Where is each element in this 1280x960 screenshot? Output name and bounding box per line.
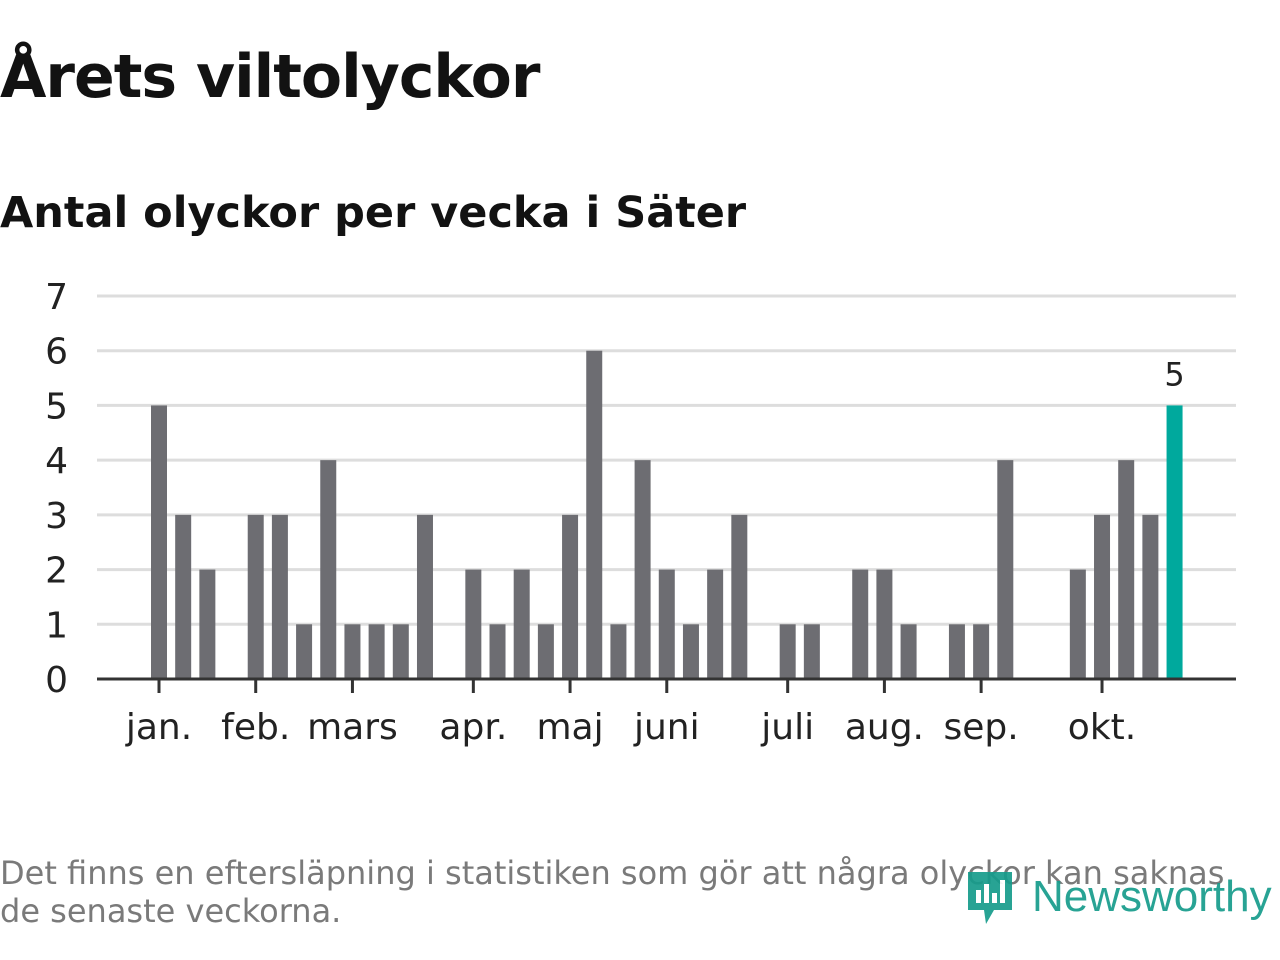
bar [1069, 569, 1086, 679]
bar [513, 569, 530, 679]
bar [175, 514, 192, 679]
bar [610, 624, 627, 679]
bar [537, 624, 554, 679]
bar [465, 569, 482, 679]
x-tick-label: juli [760, 707, 814, 748]
bar [586, 350, 603, 679]
x-axis-ticks: jan. feb. mars apr. maj juni juli aug. sep. okt. [125, 679, 1136, 748]
highlight-value-label: 5 [1164, 355, 1184, 393]
bar [852, 569, 869, 679]
x-tick-label: aug. [845, 707, 924, 748]
x-tick-label: sep. [944, 707, 1019, 748]
x-tick-label: maj [536, 707, 603, 748]
bar-highlight [1166, 405, 1183, 679]
bar [731, 514, 748, 679]
bar [368, 624, 385, 679]
y-tick-label: 5 [45, 386, 68, 427]
brand-name: Newsworthy [1032, 872, 1272, 921]
chart-title: Årets viltolyckor [0, 42, 540, 112]
y-tick-label: 2 [45, 551, 68, 592]
bar [1142, 514, 1159, 679]
bars [151, 350, 1183, 679]
bar-chart: 0 1 2 3 4 5 6 7 jan. feb. mars apr. maj juni juli aug.… [45, 277, 1236, 748]
y-axis-ticks: 0 1 2 3 4 5 6 7 [45, 277, 68, 701]
bar [151, 405, 167, 679]
bar [779, 624, 796, 679]
bar [271, 514, 288, 679]
y-tick-label: 4 [45, 441, 68, 482]
bar [296, 624, 313, 679]
bar [707, 569, 724, 679]
x-tick-label: apr. [439, 707, 507, 748]
chart-subtitle: Antal olyckor per vecka i Säter [0, 188, 747, 238]
brand-logo: Newsworthy [964, 862, 1272, 932]
bar [634, 460, 651, 679]
bar [392, 624, 409, 679]
bar [803, 624, 820, 679]
bar [682, 624, 699, 679]
x-tick-label: juni [633, 707, 700, 748]
bar [900, 624, 917, 679]
bar [948, 624, 965, 679]
bar [876, 569, 893, 679]
bar [344, 624, 361, 679]
x-tick-label: okt. [1068, 707, 1136, 748]
y-tick-label: 3 [45, 496, 68, 537]
bar [997, 460, 1014, 679]
bar [247, 514, 264, 679]
bar [416, 514, 433, 679]
bar [199, 569, 216, 679]
bar [1118, 460, 1135, 679]
bar [562, 514, 579, 679]
x-tick-label: feb. [221, 707, 290, 748]
y-tick-label: 0 [45, 660, 68, 701]
bar [973, 624, 990, 679]
bar [1094, 514, 1111, 679]
x-tick-label: jan. [125, 707, 192, 748]
y-tick-label: 6 [45, 332, 68, 373]
y-tick-label: 7 [45, 277, 68, 318]
bar [658, 569, 675, 679]
y-tick-label: 1 [45, 605, 68, 646]
data-labels: 5 [1164, 355, 1184, 393]
x-tick-label: mars [307, 707, 398, 748]
footnote: Det finns en eftersläpning i statistiken… [0, 854, 1225, 930]
bar [320, 460, 337, 679]
bar [489, 624, 506, 679]
newsworthy-logo-icon [968, 872, 1012, 924]
